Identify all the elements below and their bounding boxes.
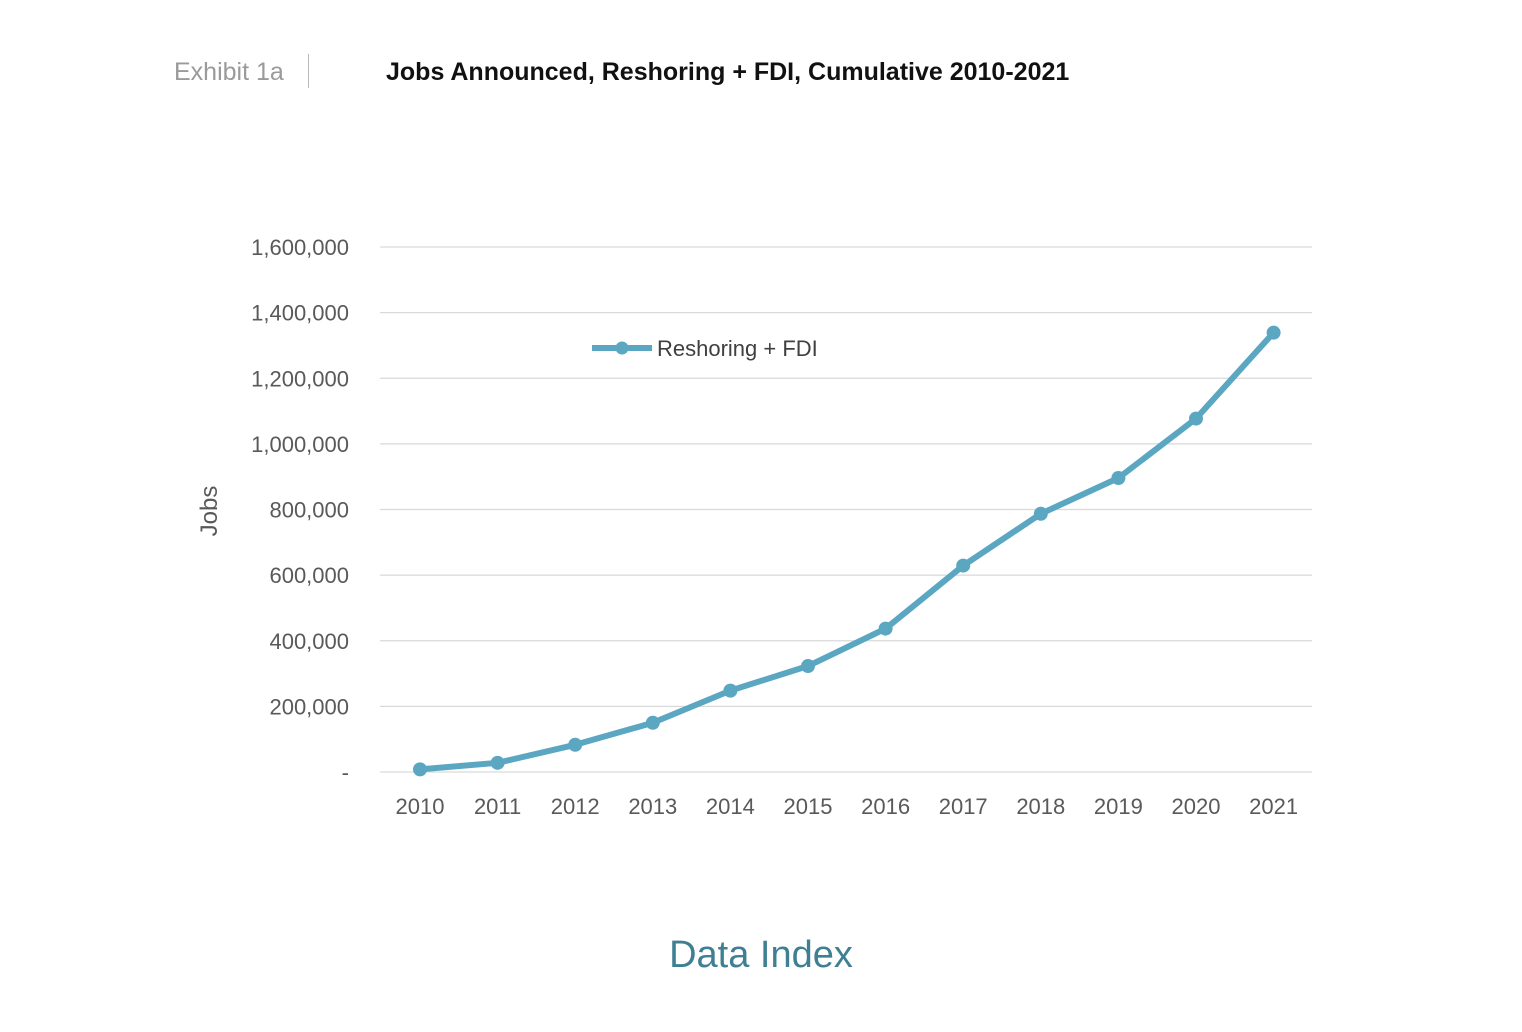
footer-title: Data Index [669, 934, 853, 976]
x-tick-label: 2013 [628, 794, 677, 819]
data-point [645, 715, 660, 730]
y-tick-label: - [342, 760, 349, 785]
exhibit-label: Exhibit 1a [174, 58, 284, 86]
y-tick-label: 400,000 [269, 629, 349, 654]
x-tick-label: 2016 [861, 794, 910, 819]
grid-lines [380, 246, 1312, 773]
x-tick-label: 2017 [939, 794, 988, 819]
x-axis-ticks: 2010 2011 2012 2013 2014 2015 2016 2017 2018 2019… [396, 794, 1299, 819]
x-tick-label: 2015 [784, 794, 833, 819]
data-point [956, 558, 971, 573]
x-tick-label: 2010 [396, 794, 445, 819]
legend-label: Reshoring + FDI [657, 336, 818, 361]
y-tick-label: 800,000 [269, 498, 349, 523]
series-line [417, 329, 1277, 773]
data-point [490, 755, 505, 770]
x-tick-label: 2014 [706, 794, 755, 819]
legend-swatch-marker [615, 341, 629, 355]
chart-title: Jobs Announced, Reshoring + FDI, Cumulat… [386, 58, 1070, 86]
y-tick-label: 1,400,000 [251, 301, 349, 326]
data-point [1189, 411, 1203, 426]
x-tick-label: 2020 [1172, 794, 1221, 819]
data-point [1033, 506, 1048, 521]
y-tick-label: 1,000,000 [251, 432, 349, 457]
y-tick-label: 1,200,000 [251, 366, 349, 391]
data-point [878, 621, 893, 636]
legend: Reshoring + FDI [592, 336, 818, 361]
data-point [723, 683, 738, 698]
y-axis-ticks: - 200,000 400,000 600,000 800,000 1,000,000 1,… [251, 235, 349, 785]
data-point [413, 762, 427, 777]
x-tick-label: 2019 [1094, 794, 1143, 819]
y-tick-label: 200,000 [269, 694, 349, 719]
y-axis-label: Jobs [196, 486, 223, 537]
data-point [568, 737, 583, 752]
y-tick-label: 600,000 [269, 563, 349, 588]
series-reshoring-fdi [413, 325, 1281, 777]
data-point [1266, 325, 1281, 340]
x-tick-label: 2011 [474, 794, 521, 819]
y-tick-label: 1,600,000 [251, 235, 349, 260]
x-tick-label: 2021 [1249, 794, 1298, 819]
x-tick-label: 2018 [1016, 794, 1065, 819]
data-point [1111, 471, 1126, 485]
exhibit-divider [308, 54, 309, 88]
x-tick-label: 2012 [551, 794, 600, 819]
data-point [801, 659, 815, 674]
